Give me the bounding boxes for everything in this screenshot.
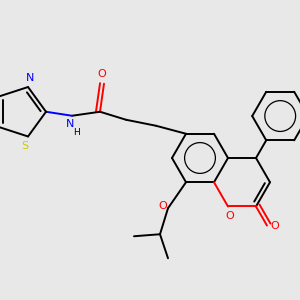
Text: N: N — [26, 73, 34, 83]
Text: O: O — [226, 212, 234, 221]
Text: O: O — [98, 69, 106, 79]
Text: O: O — [271, 220, 279, 230]
Text: O: O — [159, 201, 167, 211]
Text: S: S — [22, 142, 28, 152]
Text: N: N — [66, 119, 74, 129]
Text: H: H — [73, 128, 80, 137]
